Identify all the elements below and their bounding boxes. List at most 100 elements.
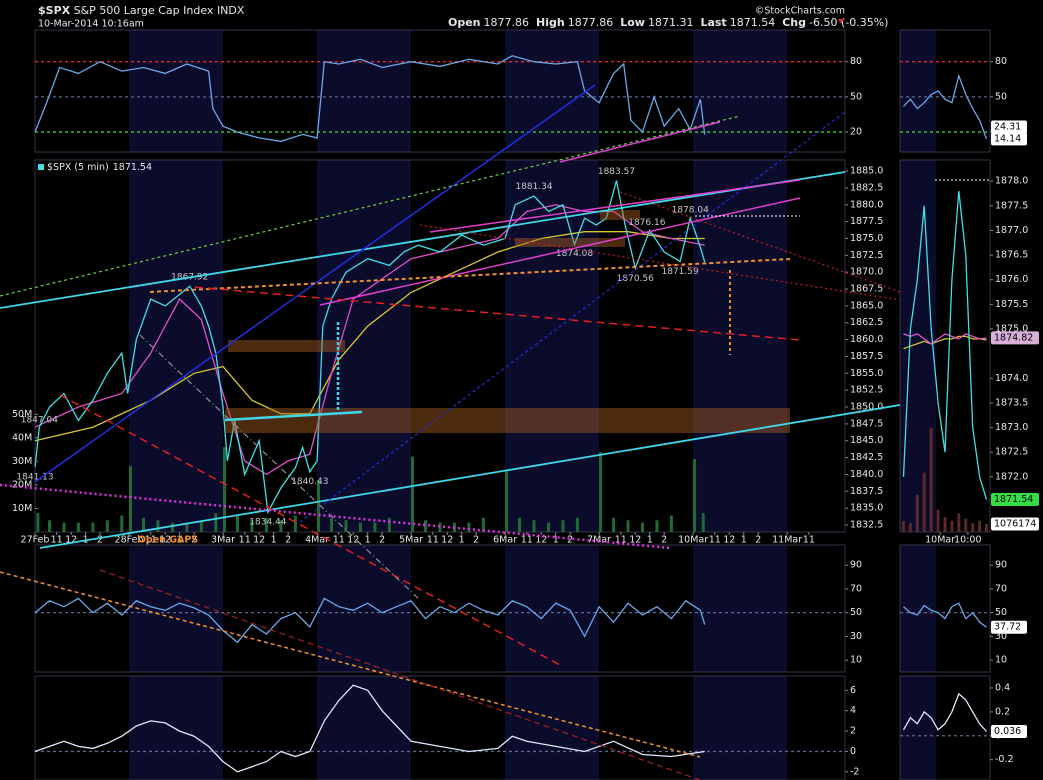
volume-bar <box>532 520 536 532</box>
volume-bar <box>505 470 509 532</box>
x-tick-label: 10:00 <box>954 535 981 546</box>
y-tick-label: 0.4 <box>995 682 1010 693</box>
x-tick-label: 12 <box>65 535 77 546</box>
value-marker <box>991 331 1039 345</box>
quote: Open 1877.86 High 1877.86 Low 1871.31 Last 1871… <box>448 16 888 29</box>
y-tick-label: 1837.5 <box>850 486 883 497</box>
x-tick-label: 11 <box>51 535 63 546</box>
y-tick-label: 4 <box>850 705 856 716</box>
x-tick-label: 12 <box>629 535 641 546</box>
x-tick-label: 7Mar <box>587 535 611 546</box>
legend-swatch <box>38 164 44 170</box>
y-tick-label: 1835.0 <box>850 503 883 514</box>
y2-tick-label: 30M <box>12 456 32 467</box>
volume-bar <box>250 520 254 532</box>
y2-tick-label: 40M <box>12 432 32 443</box>
volume-bar <box>957 513 961 532</box>
volume-bar <box>546 522 550 532</box>
quote-label: Chg <box>782 16 806 29</box>
y-tick-label: 1842.5 <box>850 452 883 463</box>
y-tick-label: -0.2 <box>995 754 1014 765</box>
volume-bar <box>950 520 954 532</box>
y-tick-label: 50 <box>850 91 862 102</box>
gap-zone <box>225 408 790 433</box>
session-band <box>317 160 411 532</box>
volume-bar <box>387 517 391 532</box>
volume-bar <box>120 515 124 532</box>
y-tick-label: 1865.0 <box>850 300 883 311</box>
session-band <box>129 160 223 532</box>
y-tick-label: 2 <box>850 726 856 737</box>
y-tick-label: 1855.0 <box>850 368 883 379</box>
trend-line <box>429 179 801 233</box>
x-tick-label: 12 <box>347 535 359 546</box>
value-marker-label: 24.31 <box>994 122 1021 133</box>
series-line <box>34 597 706 644</box>
value-marker-label: 1871.54 <box>994 494 1033 505</box>
y-tick-label: 1875.0 <box>850 233 883 244</box>
panel-frame <box>34 544 846 673</box>
volume-bar <box>922 472 926 532</box>
session-band <box>693 545 787 672</box>
volume-bar <box>561 520 565 532</box>
volume-bar <box>641 522 644 532</box>
volume-bar <box>222 447 226 532</box>
y-tick-label: 70 <box>995 583 1007 594</box>
volume-bar <box>373 522 377 532</box>
quote-value: 1871.31 <box>648 16 694 29</box>
x-tick-label: 10Mar <box>678 535 708 546</box>
value-marker-label: 14.14 <box>994 133 1021 144</box>
volume-bar <box>411 456 415 532</box>
note: Open GAPS <box>138 535 199 546</box>
volume-bar <box>36 513 40 532</box>
trend-line <box>139 334 421 601</box>
y-tick-label: 1860.0 <box>850 334 883 345</box>
volume-bar <box>91 522 95 532</box>
series-line <box>34 204 705 476</box>
volume-bar <box>128 466 132 532</box>
quote-label: Open <box>448 16 481 29</box>
y-tick-label: 1877.5 <box>850 216 883 227</box>
session-band <box>900 676 936 780</box>
panel-frame <box>899 29 991 153</box>
session-band <box>693 30 787 152</box>
session-band <box>693 160 787 532</box>
y-tick-label: 1862.5 <box>850 317 883 328</box>
value-marker-label: 37.72 <box>994 622 1021 633</box>
index-name: S&P 500 Large Cap Index <box>74 4 214 17</box>
session-band <box>317 30 411 152</box>
value-marker-label: 1076174 <box>994 518 1036 529</box>
price-annotation: 1876.16 <box>628 218 665 228</box>
value-marker <box>991 492 1039 506</box>
session-band <box>129 545 223 672</box>
y-tick-label: 80 <box>850 56 862 67</box>
x-tick-label: 10Mar <box>925 535 955 546</box>
quote-value: 1877.86 <box>568 16 614 29</box>
session-band <box>693 676 787 780</box>
trend-line <box>224 410 363 422</box>
volume-bar <box>936 509 940 532</box>
volume-bar <box>985 523 989 532</box>
series-line <box>902 692 987 732</box>
price-annotation: 1878.04 <box>672 205 709 215</box>
y-tick-label: 1875.0 <box>995 324 1028 335</box>
y-tick-label: 1847.5 <box>850 418 883 429</box>
y-tick-label: 1872.5 <box>995 447 1028 458</box>
y-tick-label: 1885.0 <box>850 166 883 177</box>
session-band <box>317 676 411 780</box>
volume-bar <box>424 520 428 532</box>
price-annotation: 1847.04 <box>21 415 58 425</box>
volume-bar <box>199 520 203 532</box>
volume-bar <box>105 520 109 532</box>
y-tick-label: 50 <box>850 607 862 618</box>
value-marker-label: 0.036 <box>994 726 1021 737</box>
value-marker-label: 1874.82 <box>994 332 1033 343</box>
y-tick-label: 1876.0 <box>995 274 1028 285</box>
volume-bar <box>293 515 297 532</box>
y2-tick-label: 50M <box>12 409 32 420</box>
price-annotation: 1874.08 <box>556 249 593 259</box>
x-tick-label: 1 <box>177 535 183 546</box>
legend-name: $SPX (5 min) <box>47 162 109 173</box>
date: 10-Mar-2014 10:16am <box>38 19 144 30</box>
